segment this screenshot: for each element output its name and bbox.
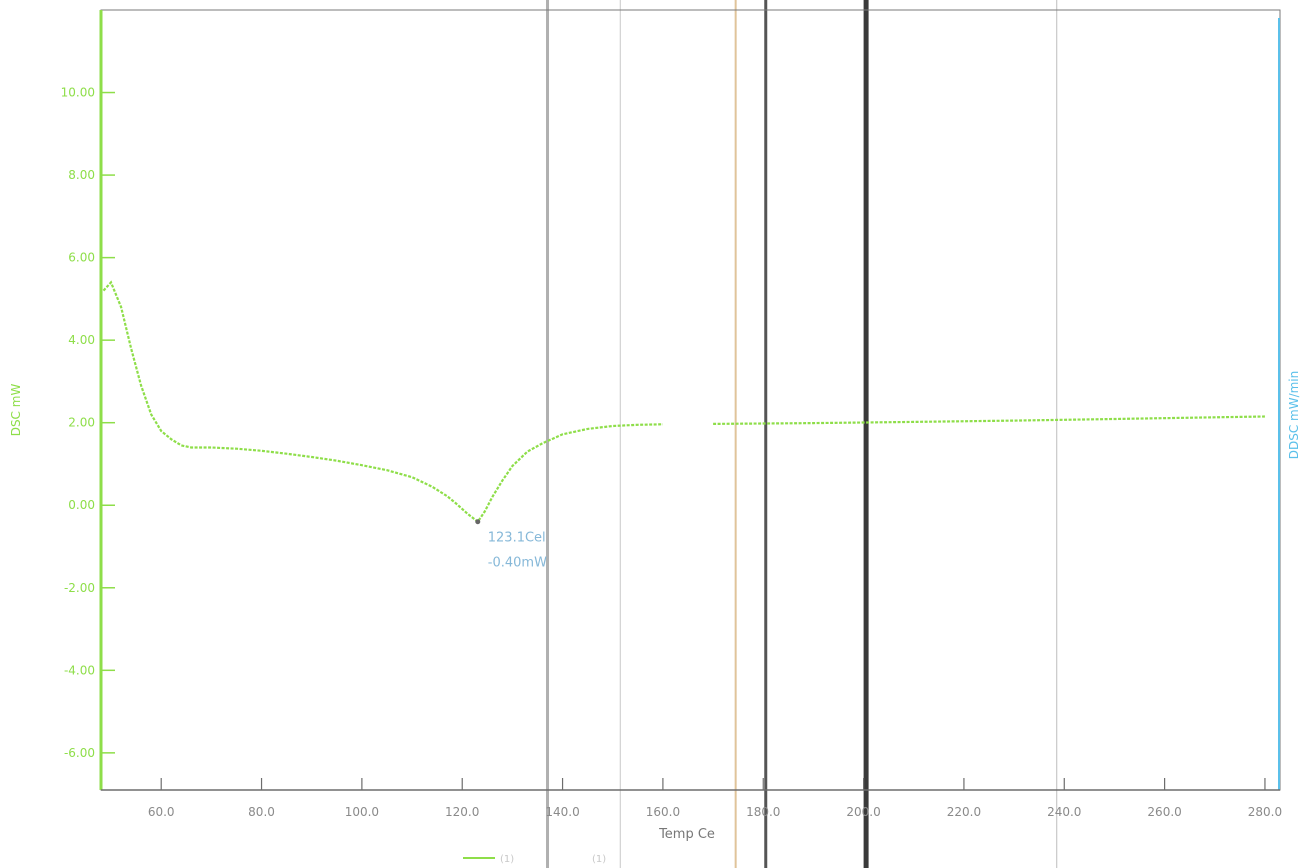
x-tick-label: 260.0 bbox=[1147, 805, 1181, 819]
dsc-curve bbox=[102, 280, 1265, 524]
x-tick-label: 180.0 bbox=[746, 805, 780, 819]
y-ticks-layer: 10.00 8.00 6.00 4.00 2.00 0.00 -2.00 -4.00 -6.00 bbox=[61, 86, 115, 760]
peak-annotation-value: -0.40mW bbox=[488, 556, 547, 571]
y2-axis-label: DDSC mW/min bbox=[1287, 371, 1301, 460]
x-tick-label: 140.0 bbox=[545, 805, 579, 819]
x-tick-label: 80.0 bbox=[248, 805, 275, 819]
x-tick-label: 120.0 bbox=[445, 805, 479, 819]
y-tick-label: 6.00 bbox=[68, 251, 95, 265]
y-tick-label: 8.00 bbox=[68, 168, 95, 182]
y-tick-label: -6.00 bbox=[64, 746, 95, 760]
peak-annotation-temp: 123.1Cel bbox=[488, 531, 546, 546]
legend: (1) (1) bbox=[463, 854, 606, 865]
x-tick-label: 280.0 bbox=[1248, 805, 1282, 819]
y-tick-label: 4.00 bbox=[68, 333, 95, 347]
y-tick-label: -4.00 bbox=[64, 663, 95, 677]
peak-marker bbox=[475, 519, 481, 525]
x-tick-label: 100.0 bbox=[345, 805, 379, 819]
y-tick-label: 0.00 bbox=[68, 498, 95, 512]
y-tick-label: 2.00 bbox=[68, 416, 95, 430]
x-tick-label: 60.0 bbox=[148, 805, 175, 819]
x-ticks-layer: 60.0 80.0 100.0 120.0 140.0 160.0 180.0 200.0 22… bbox=[148, 778, 1282, 819]
x-axis-label: Temp Ce bbox=[658, 827, 715, 842]
y-tick-label: 10.00 bbox=[61, 86, 95, 100]
x-tick-label: 200.0 bbox=[846, 805, 880, 819]
plot-frame bbox=[100, 9, 1281, 791]
legend-label-dsc: (1) bbox=[500, 854, 514, 865]
y-axis-label: DSC mW bbox=[9, 384, 23, 437]
x-tick-label: 220.0 bbox=[947, 805, 981, 819]
y-tick-label: -2.00 bbox=[64, 581, 95, 595]
legend-label-ddsc: (1) bbox=[592, 854, 606, 865]
x-tick-label: 240.0 bbox=[1047, 805, 1081, 819]
cursor-lines-layer bbox=[546, 0, 1058, 868]
x-tick-label: 160.0 bbox=[646, 805, 680, 819]
